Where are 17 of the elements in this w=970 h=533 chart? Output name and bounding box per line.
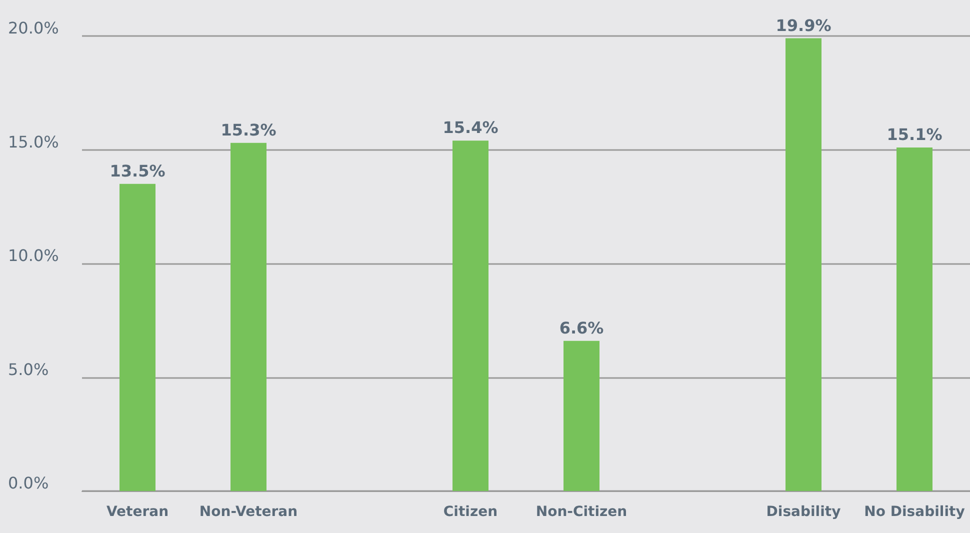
- x-tick-label: Citizen: [443, 504, 498, 520]
- x-tick-label: Veteran: [106, 504, 169, 520]
- y-tick-label: 0.0%: [8, 474, 49, 492]
- y-tick-label: 15.0%: [8, 132, 59, 152]
- x-tick-label: Non-Veteran: [199, 504, 298, 520]
- data-label: 6.6%: [559, 318, 604, 338]
- y-tick-label: 5.0%: [8, 360, 49, 379]
- data-label: 15.4%: [442, 118, 498, 138]
- x-tick-label: No Disability: [864, 504, 965, 520]
- data-label: 19.9%: [776, 16, 832, 35]
- y-tick-label: 20.0%: [8, 18, 59, 38]
- y-tick-label: 10.0%: [8, 246, 59, 265]
- data-label: 15.3%: [220, 120, 276, 140]
- x-tick-label: Disability: [766, 504, 841, 520]
- x-tick-label: Non-Citizen: [536, 504, 628, 520]
- data-label: 13.5%: [110, 161, 166, 180]
- data-label: 15.1%: [886, 124, 942, 144]
